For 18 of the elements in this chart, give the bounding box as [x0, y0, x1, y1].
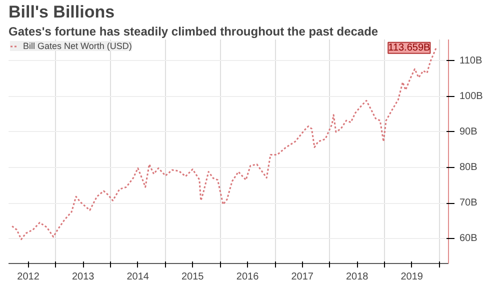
- y-tick-label: 100B: [460, 90, 484, 102]
- y-tick-label: 60B: [460, 233, 478, 244]
- chart-title: Bill's Billions: [8, 2, 115, 22]
- y-tick-label: 90B: [460, 126, 478, 138]
- y-tick-label: 110B: [460, 55, 482, 66]
- x-tick-label: 2017: [291, 272, 314, 282]
- x-tick-label: 2016: [236, 272, 260, 282]
- y-tick-label: 70B: [460, 198, 478, 209]
- y-tick-label: 80B: [460, 162, 478, 173]
- x-tick-label: 2015: [182, 272, 204, 282]
- legend-label: Bill Gates Net Worth (USD): [23, 41, 132, 51]
- annotation: 113.659B: [388, 42, 431, 54]
- x-tick-label: 2012: [17, 272, 40, 282]
- chart-subtitle: Gates's fortune has steadily climbed throughout the past decade: [8, 24, 378, 38]
- x-tick-label: 2014: [126, 272, 150, 282]
- x-tick-label: 2018: [346, 272, 369, 282]
- x-tick-label: 2013: [72, 272, 95, 282]
- x-tick-label: 2019: [400, 272, 424, 282]
